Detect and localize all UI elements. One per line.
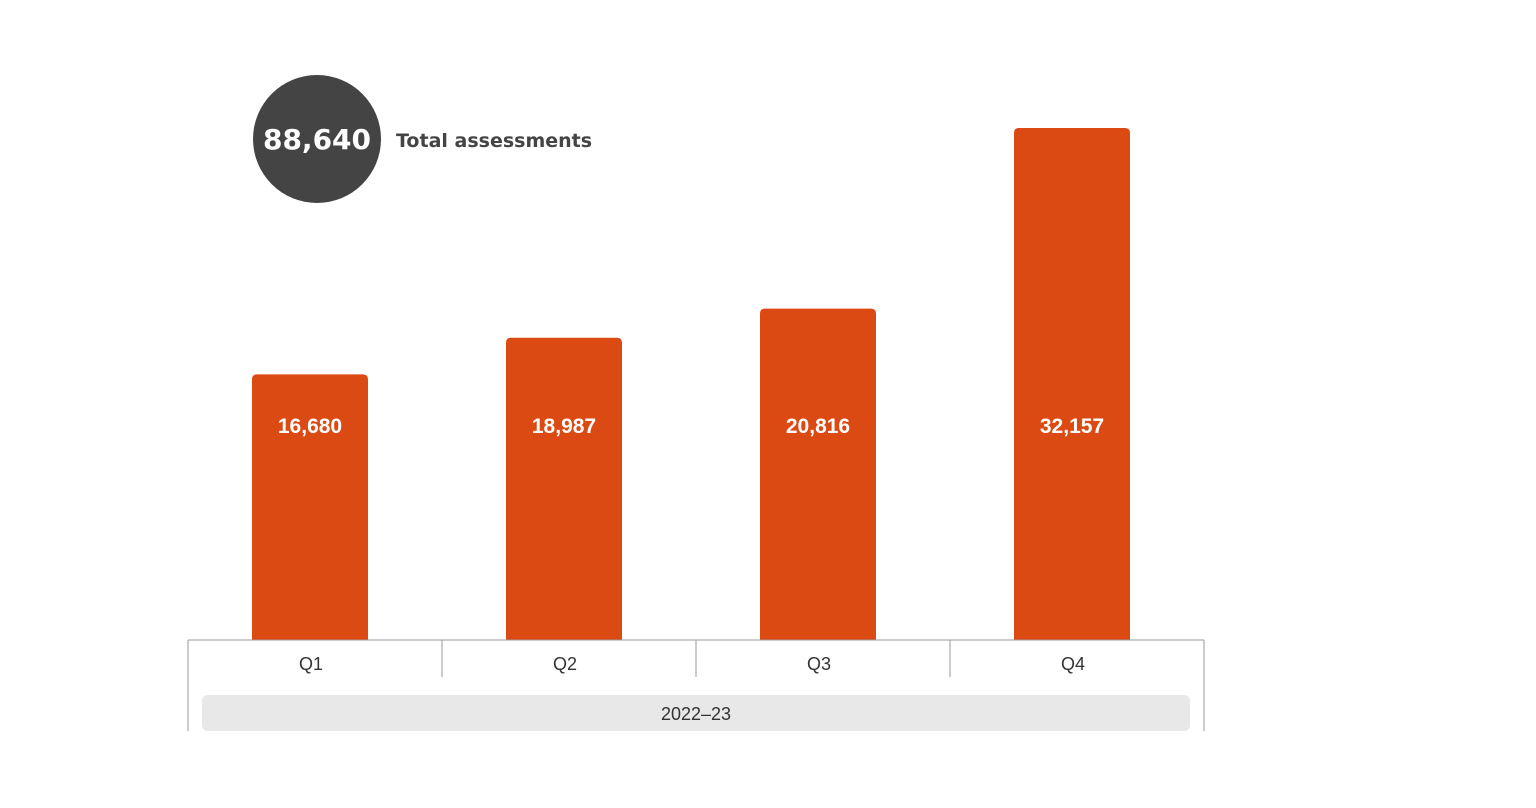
tick-label-q4: Q4 [1061,654,1085,674]
bar-value-label: 16,680 [278,415,342,438]
bar-q4 [1014,128,1130,640]
bars-layer: 16,680 18,987 20,816 32,157 [252,128,1130,640]
bar-value-label: 32,157 [1040,415,1104,438]
total-summary: 88,640 Total assessments [253,75,592,203]
group-band [202,695,1190,731]
category-dividers [441,640,951,677]
total-badge [253,75,381,203]
tick-label-q3: Q3 [807,654,831,674]
x-axis: Q1 Q2 Q3 Q4 2022–23 [187,639,1205,731]
bar-value-label: 20,816 [786,415,850,438]
total-value: 88,640 [263,123,371,156]
bar-q2 [506,337,622,640]
bar-q3 [760,308,876,640]
bar-value-label: 18,987 [532,415,596,438]
total-label: Total assessments [396,130,592,152]
group-label: 2022–23 [661,704,731,724]
bar-q1 [252,374,368,640]
tick-label-q2: Q2 [553,654,577,674]
tick-label-q1: Q1 [299,654,323,674]
tick-labels: Q1 Q2 Q3 Q4 [299,654,1085,674]
